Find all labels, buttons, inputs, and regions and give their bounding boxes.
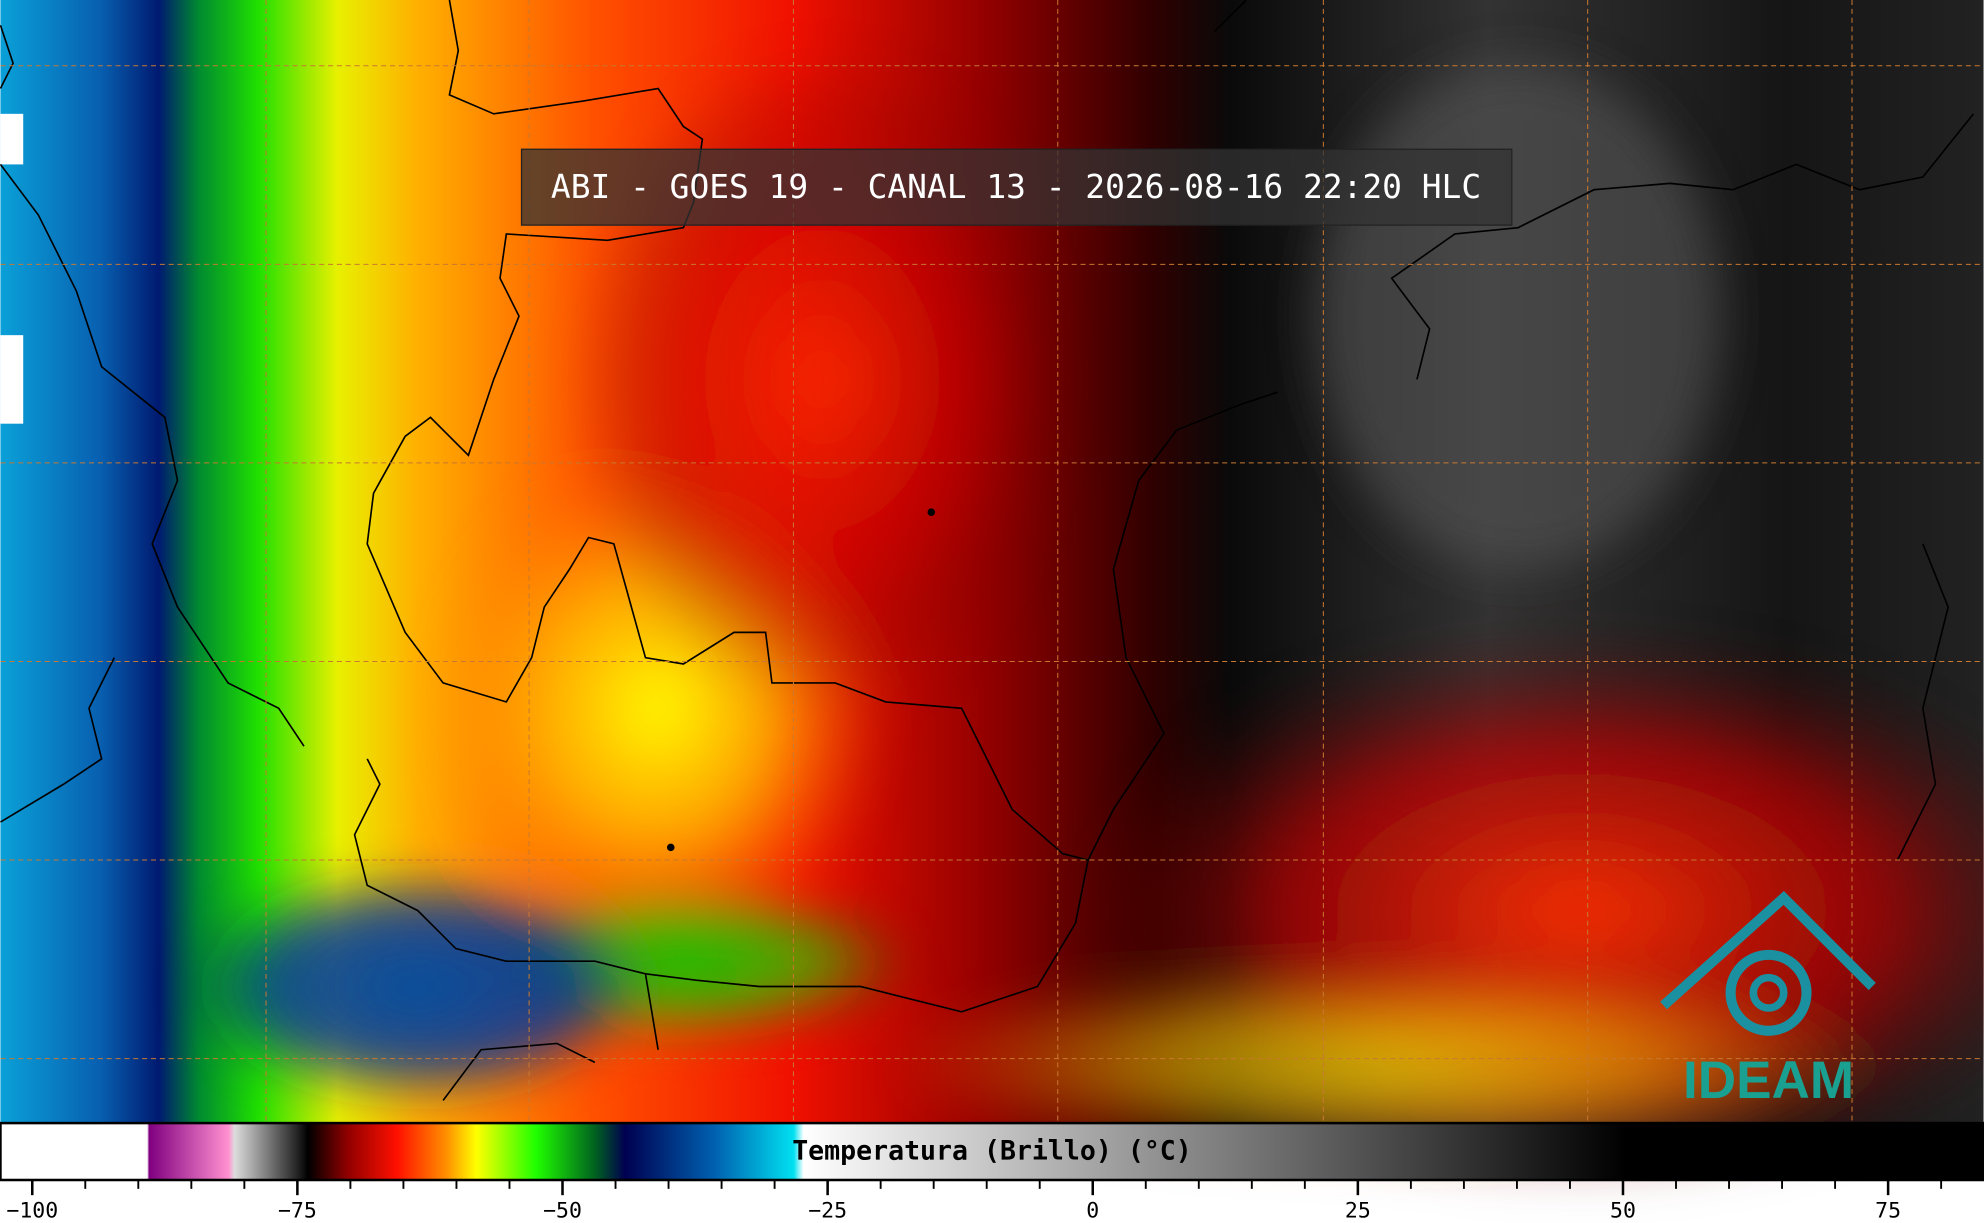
logo-text: IDEAM — [1683, 1051, 1854, 1110]
colorbar: Temperatura (Brillo) (°C) — [0, 1121, 1984, 1182]
tick-label: −25 — [808, 1199, 847, 1223]
colorbar-label: Temperatura (Brillo) (°C) — [792, 1136, 1192, 1167]
tick-label: 0 — [1086, 1199, 1099, 1223]
title: ABI - GOES 19 - CANAL 13 - 2026-08-16 22… — [551, 167, 1481, 206]
tick-label: −100 — [6, 1199, 58, 1223]
grid — [0, 0, 1984, 1124]
tick-label: 25 — [1345, 1199, 1371, 1223]
city-marker — [666, 843, 675, 852]
title-box: ABI - GOES 19 - CANAL 13 - 2026-08-16 22… — [520, 148, 1513, 226]
tick-label: 75 — [1875, 1199, 1901, 1223]
tick-label: 50 — [1610, 1199, 1636, 1223]
tick-label: −50 — [543, 1199, 582, 1223]
logo: IDEAM — [1660, 891, 1876, 1110]
city-marker — [927, 508, 936, 517]
tick-label: −75 — [278, 1199, 317, 1223]
